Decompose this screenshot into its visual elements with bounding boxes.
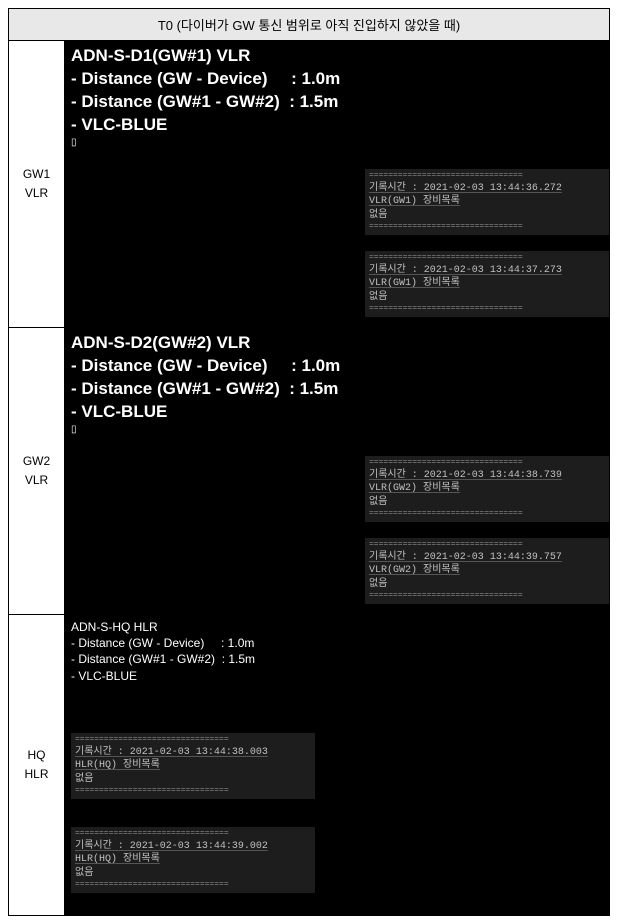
info-line: - VLC-BLUE [71,401,603,424]
log-status: 없음 [369,209,605,223]
table-row: HQ HLR ADN-S-HQ HLR - Distance (GW - Dev… [9,615,610,916]
row-label-line1: GW1 [23,167,50,181]
log-time: 기록시간 : 2021-02-03 13:44:38.003 [75,746,311,760]
log-block: ================================ 기록시간 : … [71,827,315,893]
info-line: - Distance (GW - Device) : 1.0m [71,68,603,91]
row-label-line2: VLR [25,473,48,487]
log-block: ================================ 기록시간 : … [365,538,609,604]
cursor-marker: ▯ [65,137,609,148]
row-label-line2: HLR [24,767,48,781]
info-title: ADN-S-HQ HLR [71,619,603,635]
log-status: 없음 [75,773,311,787]
log-time: 기록시간 : 2021-02-03 13:44:39.757 [369,551,605,565]
row-label: GW2 VLR [9,328,65,615]
log-block: ================================ 기록시간 : … [365,456,609,522]
panel-cell: ADN-S-D2(GW#2) VLR - Distance (GW - Devi… [65,328,610,615]
info-line: - Distance (GW#1 - GW#2) : 1.5m [71,651,603,667]
log-block: ================================ 기록시간 : … [365,169,609,235]
log-list: VLR(GW1) 장비목록 [369,277,605,291]
info-line: - Distance (GW#1 - GW#2) : 1.5m [71,91,603,114]
row-label: GW1 VLR [9,41,65,328]
info-line: - Distance (GW#1 - GW#2) : 1.5m [71,378,603,401]
log-time: 기록시간 : 2021-02-03 13:44:37.273 [369,264,605,278]
panel-info: ADN-S-D1(GW#1) VLR - Distance (GW - Devi… [65,41,609,137]
log-block: ================================ 기록시간 : … [365,251,609,317]
log-area: ================================ 기록시간 : … [365,169,609,327]
log-separator: ================================ [369,222,605,233]
log-list: VLR(GW2) 장비목록 [369,482,605,496]
log-list: VLR(GW2) 장비목록 [369,564,605,578]
log-separator: ================================ [75,786,311,797]
info-title: ADN-S-D2(GW#2) VLR [71,332,603,355]
log-status: 없음 [369,291,605,305]
log-status: 없음 [369,496,605,510]
log-time: 기록시간 : 2021-02-03 13:44:39.002 [75,840,311,854]
log-list: HLR(HQ) 장비목록 [75,759,311,773]
log-separator: ================================ [75,829,311,840]
row-label-line1: HQ [28,748,46,762]
log-status: 없음 [369,578,605,592]
log-area: ================================ 기록시간 : … [365,456,609,614]
log-time: 기록시간 : 2021-02-03 13:44:38.739 [369,469,605,483]
info-line: - VLC-BLUE [71,114,603,137]
info-line: - VLC-BLUE [71,668,603,684]
table-row: GW2 VLR ADN-S-D2(GW#2) VLR - Distance (G… [9,328,610,615]
table-row: GW1 VLR ADN-S-D1(GW#1) VLR - Distance (G… [9,41,610,328]
panel-info: ADN-S-HQ HLR - Distance (GW - Device) : … [65,615,609,684]
info-line: - Distance (GW - Device) : 1.0m [71,635,603,651]
log-separator: ================================ [369,304,605,315]
log-time: 기록시간 : 2021-02-03 13:44:36.272 [369,182,605,196]
row-label-line2: VLR [25,186,48,200]
log-separator: ================================ [369,509,605,520]
main-table: T0 (다이버가 GW 통신 범위로 아직 진입하지 않았을 때) GW1 VL… [8,8,610,916]
row-label: HQ HLR [9,615,65,916]
terminal-panel: ADN-S-D1(GW#1) VLR - Distance (GW - Devi… [65,41,609,327]
log-separator: ================================ [369,253,605,264]
info-line: - Distance (GW - Device) : 1.0m [71,355,603,378]
table-header: T0 (다이버가 GW 통신 범위로 아직 진입하지 않았을 때) [9,9,610,41]
log-separator: ================================ [369,591,605,602]
terminal-panel: ADN-S-D2(GW#2) VLR - Distance (GW - Devi… [65,328,609,614]
log-area: ================================ 기록시간 : … [71,733,315,909]
terminal-panel: ADN-S-HQ HLR - Distance (GW - Device) : … [65,615,609,915]
log-status: 없음 [75,867,311,881]
log-separator: ================================ [75,880,311,891]
log-separator: ================================ [369,540,605,551]
log-block: ================================ 기록시간 : … [71,733,315,799]
log-separator: ================================ [369,458,605,469]
log-separator: ================================ [369,171,605,182]
row-label-line1: GW2 [23,454,50,468]
log-separator: ================================ [75,735,311,746]
log-list: VLR(GW1) 장비목록 [369,195,605,209]
log-list: HLR(HQ) 장비목록 [75,853,311,867]
panel-cell: ADN-S-D1(GW#1) VLR - Distance (GW - Devi… [65,41,610,328]
info-title: ADN-S-D1(GW#1) VLR [71,45,603,68]
panel-cell: ADN-S-HQ HLR - Distance (GW - Device) : … [65,615,610,916]
cursor-marker: ▯ [65,424,609,435]
panel-info: ADN-S-D2(GW#2) VLR - Distance (GW - Devi… [65,328,609,424]
